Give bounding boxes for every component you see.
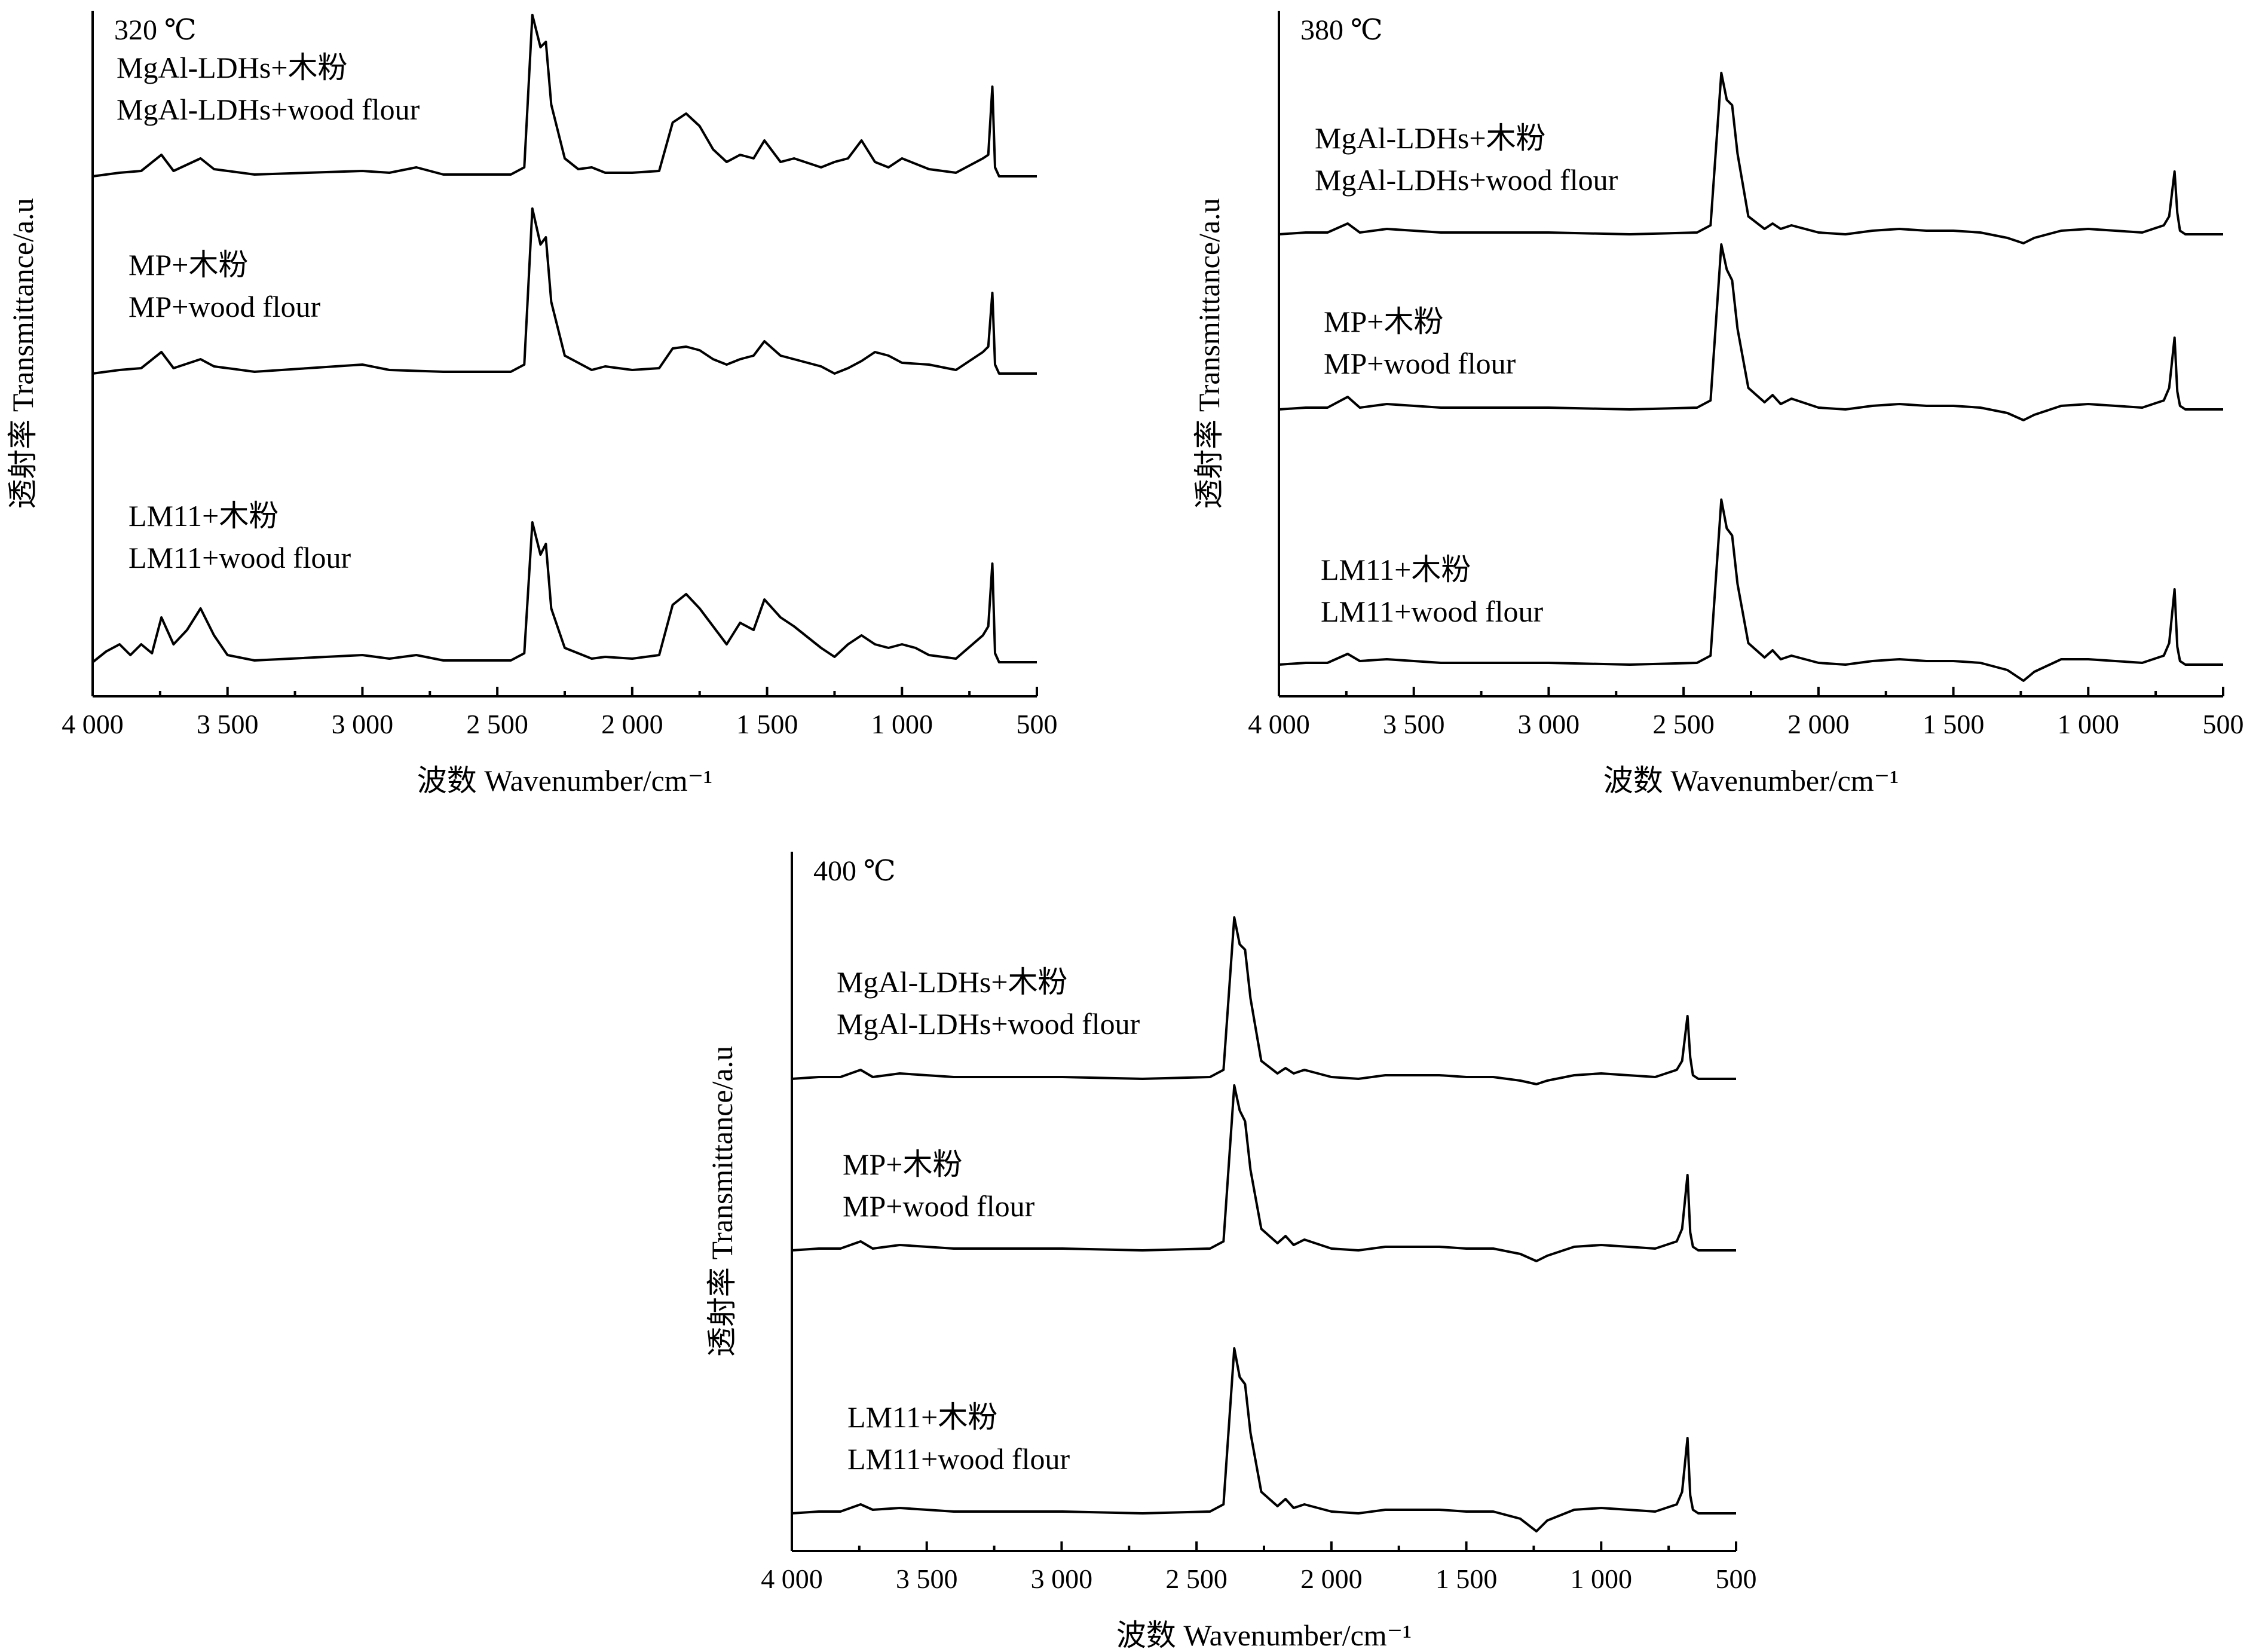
spectrum-line-2 — [791, 1084, 1736, 1262]
series-label-en: MP+wood flour — [843, 1189, 1035, 1223]
x-tick-label: 2 000 — [1300, 1564, 1363, 1594]
series-label-cn: MgAl-LDHs+木粉 — [117, 51, 348, 84]
series-label-en: MgAl-LDHs+wood flour — [1315, 163, 1618, 197]
x-tick-label: 4 000 — [62, 709, 124, 739]
x-axis-title: 波数 Wavenumber/cm⁻¹ — [417, 764, 712, 797]
panel-title: 320 ℃ — [114, 14, 197, 46]
y-axis-title: 透射率 Transmittance/a.u — [6, 198, 39, 509]
panel-title: 400 ℃ — [813, 855, 896, 887]
x-axis-title: 波数 Wavenumber/cm⁻¹ — [1116, 1619, 1412, 1652]
spectrum-line-2 — [92, 207, 1037, 375]
series-label-en: LM11+wood flour — [847, 1442, 1070, 1476]
series-label-en: LM11+wood flour — [1321, 595, 1543, 628]
x-tick-label: 2 500 — [1165, 1564, 1228, 1594]
x-tick-label: 3 500 — [197, 709, 259, 739]
series-label-cn: LM11+木粉 — [847, 1400, 997, 1434]
x-tick-label: 2 500 — [466, 709, 528, 739]
series-label-cn: MP+木粉 — [128, 248, 248, 282]
series-label-en: MgAl-LDHs+wood flour — [837, 1007, 1140, 1041]
spectrum-line-3 — [1278, 498, 2223, 682]
x-tick-label: 1 500 — [736, 709, 798, 739]
y-axis-title: 透射率 Transmittance/a.u — [1192, 198, 1226, 509]
series-label-cn: LM11+木粉 — [128, 499, 278, 533]
x-tick-label: 500 — [2203, 709, 2244, 739]
x-tick-label: 1 000 — [2058, 709, 2120, 739]
spectrum-line-3 — [91, 521, 1037, 663]
panel-320c: 320 ℃ 波数 Wavenumber/cm⁻¹ 透射率 Transmittan… — [6, 11, 1058, 797]
series-label-en: MP+wood flour — [128, 290, 321, 323]
x-axis-title: 波数 Wavenumber/cm⁻¹ — [1603, 764, 1899, 797]
series-label-cn: LM11+木粉 — [1321, 553, 1471, 586]
x-tick-label: 3 000 — [1031, 1564, 1093, 1594]
series-label-en: MgAl-LDHs+wood flour — [117, 93, 420, 126]
x-tick-label: 2 000 — [601, 709, 663, 739]
x-tick-label: 3 000 — [332, 709, 394, 739]
series-label-cn: MP+木粉 — [1324, 305, 1443, 338]
x-tick-label: 3 500 — [1383, 709, 1445, 739]
spectrum-line-1 — [791, 916, 1736, 1085]
spectrum-line-2 — [1278, 243, 2223, 421]
x-tick-label: 1 000 — [1571, 1564, 1633, 1594]
x-tick-label: 3 000 — [1518, 709, 1580, 739]
x-tick-label: 4 000 — [1248, 709, 1310, 739]
x-tick-label: 2 500 — [1652, 709, 1715, 739]
x-tick-label: 2 000 — [1787, 709, 1850, 739]
series-label-cn: MgAl-LDHs+木粉 — [1315, 121, 1546, 155]
x-tick-label: 500 — [1716, 1564, 1757, 1594]
series-label-en: MP+wood flour — [1324, 347, 1516, 380]
series-label-en: LM11+wood flour — [128, 541, 351, 574]
spectrum-line-1 — [1278, 72, 2223, 244]
x-tick-label: 1 000 — [871, 709, 933, 739]
panel-380c: 380 ℃ 波数 Wavenumber/cm⁻¹ 透射率 Transmittan… — [1192, 11, 2244, 797]
x-tick-label: 3 500 — [896, 1564, 958, 1594]
series-label-cn: MgAl-LDHs+木粉 — [837, 965, 1068, 999]
x-tick-label: 500 — [1017, 709, 1058, 739]
y-axis-title: 透射率 Transmittance/a.u — [705, 1046, 739, 1357]
x-tick-label: 1 500 — [1435, 1564, 1498, 1594]
panel-400c: 400 ℃ 波数 Wavenumber/cm⁻¹ 透射率 Transmittan… — [705, 852, 1757, 1652]
series-label-cn: MP+木粉 — [843, 1148, 962, 1181]
x-tick-label: 4 000 — [761, 1564, 823, 1594]
x-tick-label: 1 500 — [1923, 709, 1985, 739]
panel-title: 380 ℃ — [1300, 14, 1383, 46]
spectrum-line-3 — [791, 1347, 1736, 1532]
spectrum-line-1 — [92, 14, 1037, 178]
